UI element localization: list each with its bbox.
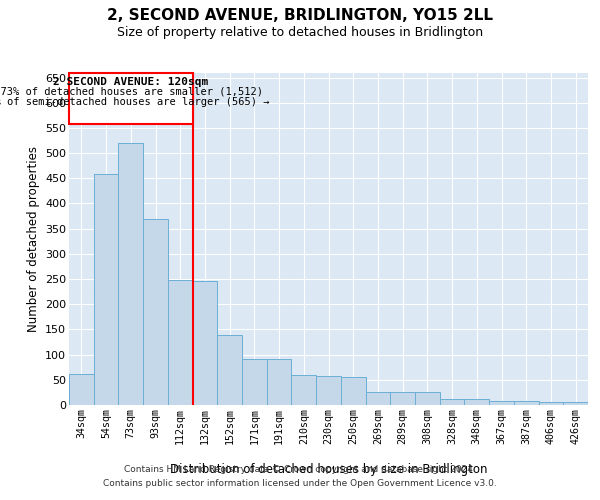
Bar (242, 358, 267, 405)
Bar (365, 392, 390, 405)
Text: Size of property relative to detached houses in Bridlington: Size of property relative to detached ho… (117, 26, 483, 39)
Text: Distribution of detached houses by size in Bridlington: Distribution of detached houses by size … (170, 462, 488, 475)
Bar (390, 392, 415, 405)
Bar (464, 400, 489, 405)
Bar (94, 174, 118, 405)
Bar (514, 401, 539, 405)
Bar (563, 402, 588, 405)
Text: ← 73% of detached houses are smaller (1,512): ← 73% of detached houses are smaller (1,… (0, 86, 263, 97)
Bar (292, 375, 316, 405)
Bar (415, 392, 440, 405)
Text: 27% of semi-detached houses are larger (565) →: 27% of semi-detached houses are larger (… (0, 96, 269, 106)
Y-axis label: Number of detached properties: Number of detached properties (26, 146, 40, 332)
Bar (217, 336, 242, 405)
Bar (341, 378, 365, 405)
Bar (168, 280, 193, 405)
Bar (193, 280, 217, 405)
Bar (489, 402, 514, 405)
Text: Contains HM Land Registry data © Crown copyright and database right 2024.
Contai: Contains HM Land Registry data © Crown c… (103, 466, 497, 487)
Text: 2 SECOND AVENUE: 120sqm: 2 SECOND AVENUE: 120sqm (53, 76, 208, 86)
Bar (118, 143, 143, 405)
Text: 2, SECOND AVENUE, BRIDLINGTON, YO15 2LL: 2, SECOND AVENUE, BRIDLINGTON, YO15 2LL (107, 8, 493, 22)
Bar (69, 374, 94, 405)
Bar (143, 218, 168, 405)
Bar (316, 376, 341, 405)
Bar (539, 402, 563, 405)
Bar (267, 358, 292, 405)
FancyBboxPatch shape (69, 72, 193, 124)
Bar (440, 400, 464, 405)
